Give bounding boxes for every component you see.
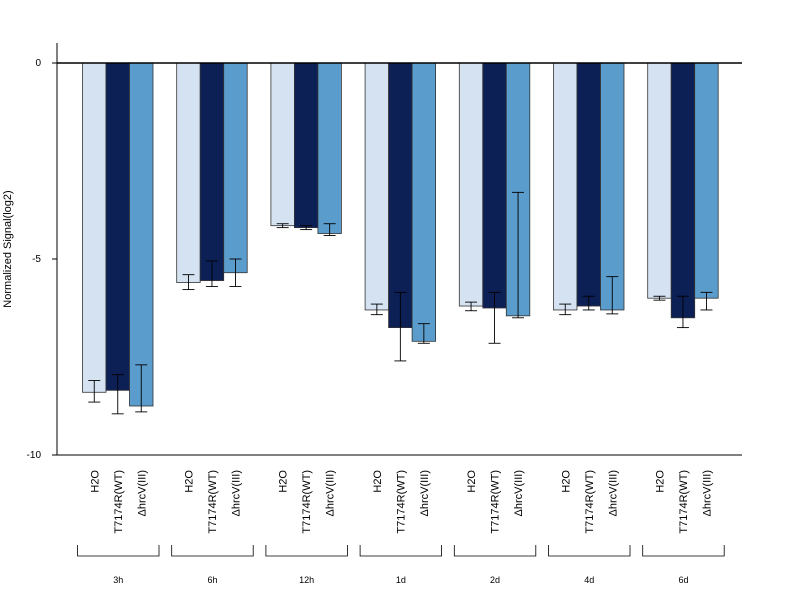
- bar: [388, 62, 413, 329]
- bar-label: H2O: [89, 470, 101, 493]
- bar-label: ΔhrcV(III): [136, 470, 148, 516]
- bar-label: H2O: [372, 470, 384, 493]
- bar-label: T7174R(WT): [395, 470, 407, 534]
- bar: [317, 62, 342, 234]
- group-bracket: [171, 545, 254, 557]
- bar-label: H2O: [466, 470, 478, 493]
- bar: [694, 62, 719, 299]
- bar: [553, 62, 578, 311]
- y-axis-label: Normalized Signal(log2): [2, 190, 14, 307]
- bar: [270, 62, 295, 227]
- bar: [647, 62, 672, 299]
- group-bracket: [359, 545, 442, 557]
- bar: [411, 62, 437, 342]
- bar: [576, 62, 601, 307]
- bar: [176, 62, 201, 283]
- group-label: 6h: [207, 575, 217, 585]
- bar-label: H2O: [183, 470, 195, 493]
- bar: [482, 62, 507, 309]
- group-label: 2d: [490, 575, 500, 585]
- group-label: 1d: [396, 575, 406, 585]
- bar: [82, 62, 107, 393]
- bar-label: ΔhrcV(III): [419, 470, 431, 516]
- bar-label: H2O: [278, 470, 290, 493]
- group-label: 6d: [678, 575, 688, 585]
- bar: [129, 62, 154, 407]
- group-label: 12h: [299, 575, 314, 585]
- bar-label: T7174R(WT): [678, 470, 690, 534]
- bar-label: ΔhrcV(III): [513, 470, 525, 516]
- group-bracket: [642, 545, 725, 557]
- bar-label: T7174R(WT): [113, 470, 125, 534]
- bar-label: ΔhrcV(III): [607, 470, 619, 516]
- y-tick-label: 0: [35, 58, 41, 69]
- group-bracket: [77, 545, 160, 557]
- group-bracket: [548, 545, 631, 557]
- bar-label: ΔhrcV(III): [230, 470, 242, 516]
- bar-label: ΔhrcV(III): [701, 470, 713, 516]
- bar: [600, 62, 625, 311]
- bar-label: H2O: [654, 470, 666, 493]
- bar-label: ΔhrcV(III): [325, 470, 337, 516]
- bar: [364, 62, 390, 311]
- y-tick-label: -10: [27, 450, 42, 461]
- bar-label: T7174R(WT): [584, 470, 596, 534]
- bar-label: T7174R(WT): [490, 470, 502, 534]
- bar: [670, 62, 696, 319]
- bar: [105, 62, 130, 391]
- bar-label: T7174R(WT): [207, 470, 219, 534]
- group-label: 3h: [113, 575, 123, 585]
- bar: [223, 62, 248, 274]
- bar: [458, 62, 484, 307]
- group-bracket: [453, 545, 537, 557]
- group-bracket: [265, 545, 348, 557]
- bar-label: H2O: [560, 470, 572, 493]
- bar-label: T7174R(WT): [301, 470, 313, 534]
- group-label: 4d: [584, 575, 594, 585]
- bar: [199, 62, 225, 281]
- y-tick-label: -5: [32, 254, 41, 265]
- bar: [293, 62, 319, 229]
